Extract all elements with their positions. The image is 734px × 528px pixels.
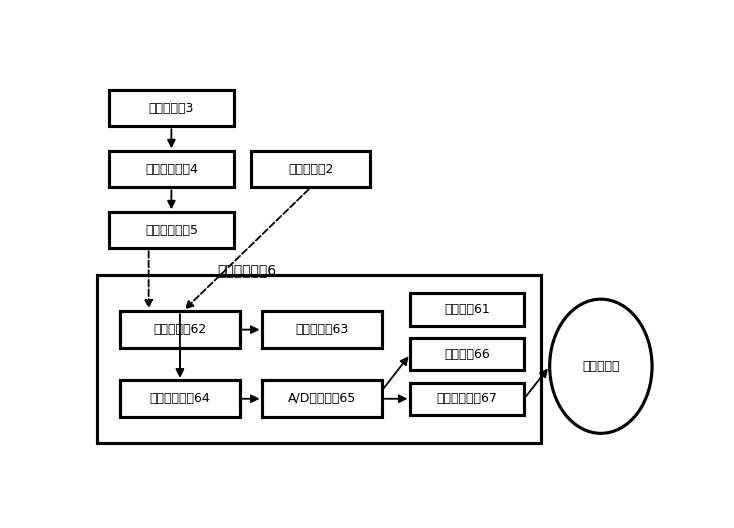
Text: 倾角传感器2: 倾角传感器2 — [288, 163, 333, 176]
Text: 信号储存器63: 信号储存器63 — [296, 323, 349, 336]
Text: 显示模块66: 显示模块66 — [444, 347, 490, 361]
Bar — [109, 151, 234, 187]
Bar — [262, 381, 382, 417]
Ellipse shape — [550, 299, 652, 433]
Text: 互联网终端: 互联网终端 — [582, 360, 619, 373]
Text: 无线发送模块67: 无线发送模块67 — [437, 392, 498, 406]
Bar — [120, 312, 239, 348]
Bar — [262, 312, 382, 348]
Bar — [410, 293, 524, 326]
Bar — [98, 275, 541, 444]
Bar — [410, 338, 524, 370]
Bar — [410, 382, 524, 415]
Text: 信号接收器62: 信号接收器62 — [153, 323, 206, 336]
Text: A/D转换模块65: A/D转换模块65 — [288, 392, 356, 406]
Bar — [109, 212, 234, 248]
Bar — [120, 381, 239, 417]
Bar — [109, 90, 234, 126]
Text: 运算处理电路64: 运算处理电路64 — [150, 392, 211, 406]
Text: 无线集成装置6: 无线集成装置6 — [217, 263, 276, 277]
Text: 应变测量带3: 应变测量带3 — [149, 101, 194, 115]
Bar — [251, 151, 371, 187]
Text: 控制终端61: 控制终端61 — [444, 303, 490, 316]
Text: 测量集成电桥4: 测量集成电桥4 — [145, 163, 198, 176]
Text: 信号发射装置5: 信号发射装置5 — [145, 223, 198, 237]
